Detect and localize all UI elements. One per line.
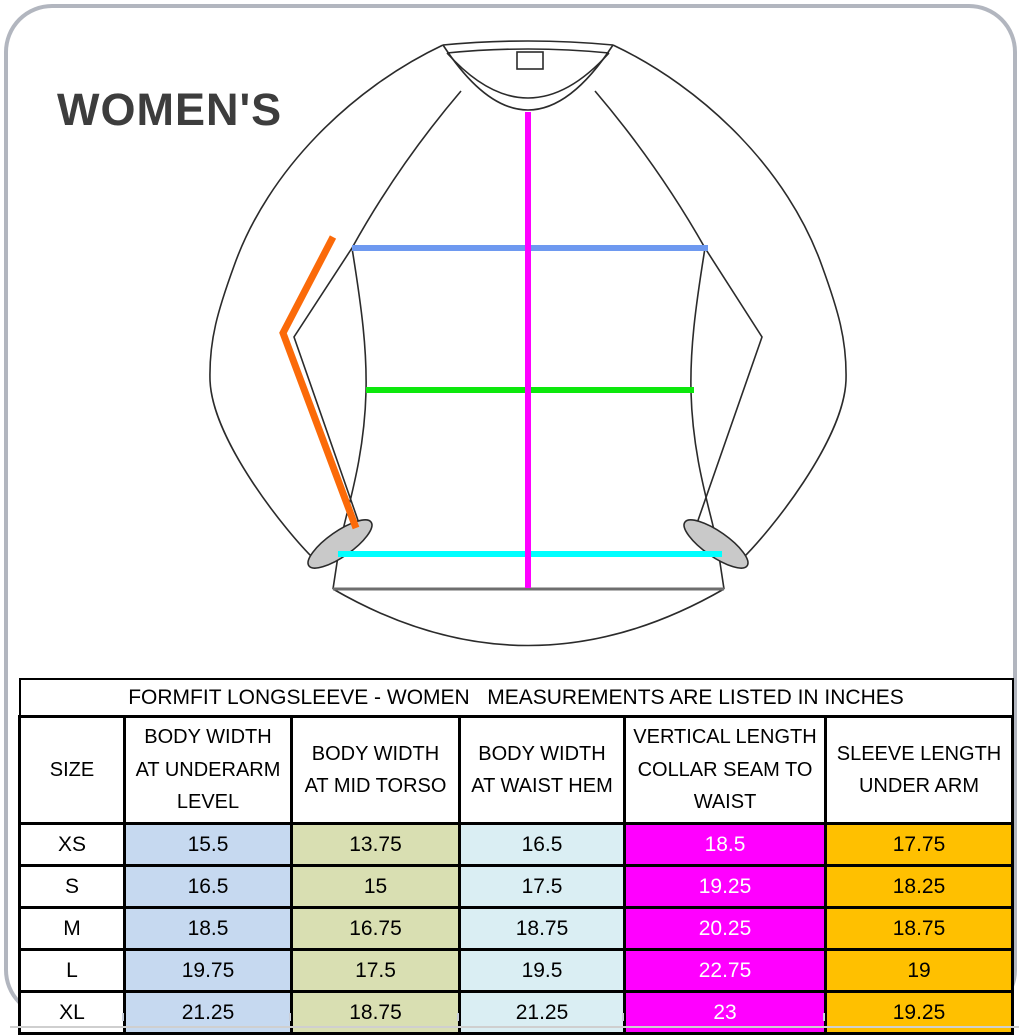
collar-outer-curve	[442, 44, 614, 111]
table-row-s: S 16.5 15 17.5 19.25 18.25	[18, 864, 1014, 909]
column-header-body-width-underarm: BODY WIDTH AT UNDERARM LEVEL	[123, 715, 293, 825]
value-cell: 16.75	[290, 906, 461, 951]
table-row-l: L 19.75 17.5 19.5 22.75 19	[18, 948, 1014, 993]
left-raglan-seam	[351, 90, 462, 249]
page-title: WOMEN'S	[57, 84, 283, 135]
left-sleeve-outline	[209, 44, 444, 561]
column-header-sleeve-length: SLEEVE LENGTH UNDER ARM	[824, 715, 1014, 825]
value-cell: 17.5	[458, 864, 626, 909]
right-raglan-seam	[594, 90, 706, 249]
right-sleeve-outline	[612, 44, 847, 561]
table-row-m: M 18.5 16.75 18.75 20.25 18.75	[18, 906, 1014, 951]
right-sleeve-inner-seam	[694, 247, 763, 530]
value-cell: 18.5	[623, 822, 827, 867]
value-cell: 17.75	[824, 822, 1014, 867]
column-header-size: SIZE	[18, 715, 126, 825]
neck-tag	[516, 51, 544, 70]
column-header-body-width-waist-hem: BODY WIDTH AT WAIST HEM	[458, 715, 626, 825]
size-label: S	[18, 864, 126, 909]
collar-band-inner	[446, 48, 610, 54]
value-cell: 19.25	[623, 864, 827, 909]
hem-curve	[332, 588, 725, 647]
value-cell: 18.75	[458, 906, 626, 951]
value-cell: 15.5	[123, 822, 293, 867]
value-cell: 22.75	[623, 948, 827, 993]
left-sleeve-inner-seam	[293, 247, 362, 530]
value-cell: 15	[290, 864, 461, 909]
size-chart-table: FORMFIT LONGSLEEVE - WOMEN MEASUREMENTS …	[18, 678, 1014, 1035]
column-header-vertical-length: VERTICAL LENGTH COLLAR SEAM TO WAIST	[623, 715, 827, 825]
bottom-edge-line	[10, 1026, 1019, 1028]
table-title: FORMFIT LONGSLEEVE - WOMEN MEASUREMENTS …	[18, 678, 1014, 718]
value-cell: 16.5	[458, 822, 626, 867]
sleeve-length-under-arm-line	[279, 235, 360, 530]
value-cell: 19	[824, 948, 1014, 993]
value-cell: 19.75	[123, 948, 293, 993]
value-cell: 16.5	[123, 864, 293, 909]
size-label: XS	[18, 822, 126, 867]
value-cell: 18.25	[824, 864, 1014, 909]
value-cell: 19.5	[458, 948, 626, 993]
collar-inner-curve	[446, 52, 610, 99]
collar-band-top	[442, 40, 614, 46]
value-cell: 20.25	[623, 906, 827, 951]
table-row-xs: XS 15.5 13.75 16.5 18.5 17.75	[18, 822, 1014, 867]
right-cuff	[683, 519, 749, 569]
size-label: L	[18, 948, 126, 993]
shirt-diagram	[209, 40, 847, 647]
left-cuff	[307, 519, 373, 569]
value-cell: 13.75	[290, 822, 461, 867]
value-cell: 17.5	[290, 948, 461, 993]
value-cell: 18.5	[123, 906, 293, 951]
size-label: M	[18, 906, 126, 951]
value-cell: 18.75	[824, 906, 1014, 951]
column-header-body-width-mid-torso: BODY WIDTH AT MID TORSO	[290, 715, 461, 825]
